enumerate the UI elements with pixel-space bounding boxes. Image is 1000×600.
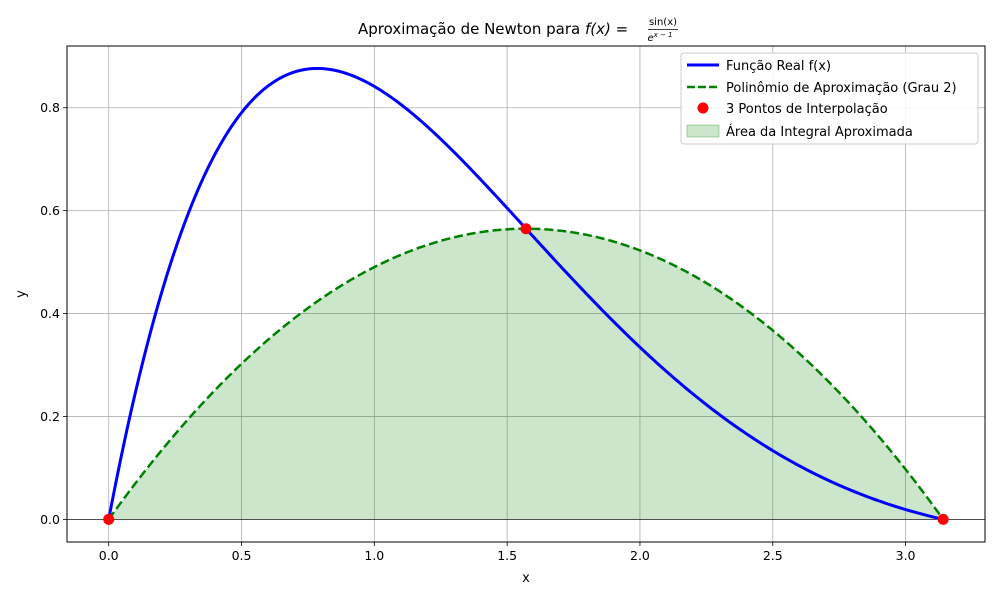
- legend-swatch-pontos: [697, 102, 709, 114]
- x-axis-ticks: 0.0 0.5 1.0 1.5 2.0 2.5 3.0: [99, 542, 916, 563]
- chart-title: Aproximação de Newton para f(x) = sin(x)…: [358, 17, 678, 44]
- x-tick-label-6: 3.0: [896, 548, 916, 563]
- title-denominator-exponent: x − 1: [653, 31, 673, 39]
- plot-frame: [66, 45, 986, 543]
- legend: Função Real f(x) Polinômio de Aproximaçã…: [680, 52, 979, 145]
- y-tick-label-0: 0.0: [40, 512, 60, 527]
- title-prefix: Aproximação de Newton para: [358, 20, 585, 38]
- x-tick-label-2: 1.0: [364, 548, 384, 563]
- legend-swatch-area: [686, 124, 720, 138]
- title-function: f(x) =: [585, 20, 628, 38]
- x-axis-label: x: [522, 571, 530, 586]
- x-tick-label-0: 0.0: [99, 548, 119, 563]
- legend-box: [680, 52, 979, 145]
- legend-item-funcao-real: Função Real f(x): [687, 59, 831, 74]
- x-tick-label-1: 0.5: [232, 548, 252, 563]
- y-axis-label: y: [14, 290, 29, 298]
- y-axis-ticks: 0.0 0.2 0.4 0.6 0.8: [40, 100, 67, 527]
- interpolation-point-0: [103, 513, 115, 525]
- x-tick-label-4: 2.0: [630, 548, 650, 563]
- x-tick-label-5: 2.5: [763, 548, 783, 563]
- interpolation-point-1: [520, 223, 532, 235]
- interpolation-point-2: [937, 513, 949, 525]
- legend-item-pontos: 3 Pontos de Interpolação: [697, 102, 888, 117]
- legend-label-area: Área da Integral Aproximada: [726, 124, 913, 140]
- legend-item-polinomio: Polinômio de Aproximação (Grau 2): [687, 81, 957, 96]
- y-tick-label-2: 0.4: [40, 306, 60, 321]
- legend-label-funcao-real: Função Real f(x): [726, 59, 831, 74]
- title-numerator: sin(x): [649, 17, 677, 28]
- y-tick-label-3: 0.6: [40, 203, 60, 218]
- y-tick-label-1: 0.2: [40, 409, 60, 424]
- legend-label-polinomio: Polinômio de Aproximação (Grau 2): [726, 81, 957, 96]
- title-denominator-base: e: [647, 33, 653, 44]
- interpolation-points: [103, 223, 949, 525]
- svg-text:ex − 1: ex − 1: [647, 31, 672, 44]
- svg-text:Aproximação de Newton para f(x: Aproximação de Newton para f(x) =: [358, 20, 628, 38]
- x-tick-label-3: 1.5: [497, 548, 517, 563]
- legend-item-area: Área da Integral Aproximada: [686, 124, 913, 140]
- legend-label-pontos: 3 Pontos de Interpolação: [726, 102, 888, 117]
- y-tick-label-4: 0.8: [40, 100, 60, 115]
